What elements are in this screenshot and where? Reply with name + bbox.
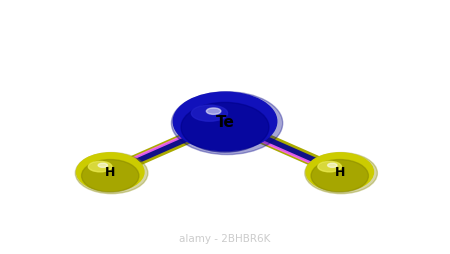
Ellipse shape xyxy=(306,153,373,191)
Ellipse shape xyxy=(173,92,277,151)
Ellipse shape xyxy=(76,153,144,191)
Text: H: H xyxy=(334,166,345,179)
Ellipse shape xyxy=(81,160,139,192)
Ellipse shape xyxy=(75,153,148,194)
Ellipse shape xyxy=(98,163,108,167)
Ellipse shape xyxy=(191,105,228,121)
Text: Te: Te xyxy=(216,115,234,130)
Text: alamy - 2BHBR6K: alamy - 2BHBR6K xyxy=(179,234,271,244)
Ellipse shape xyxy=(207,108,221,114)
Ellipse shape xyxy=(318,161,342,172)
Ellipse shape xyxy=(305,153,378,194)
Ellipse shape xyxy=(181,102,269,152)
Ellipse shape xyxy=(328,163,337,167)
Text: H: H xyxy=(105,166,116,179)
Ellipse shape xyxy=(311,160,369,192)
Ellipse shape xyxy=(88,161,112,172)
Ellipse shape xyxy=(171,92,283,154)
